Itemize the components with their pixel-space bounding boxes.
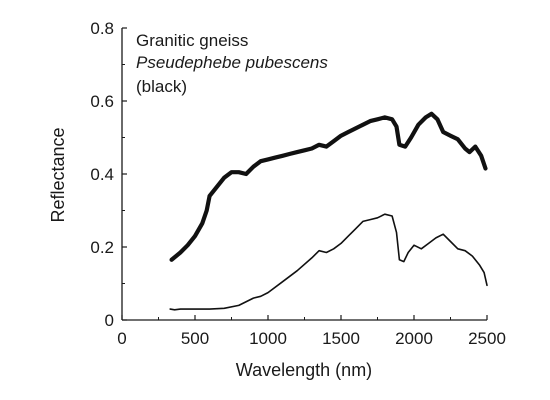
x-tick-label: 500 xyxy=(181,329,209,348)
y-ticks: 0 0.2 0.4 0.6 0.8 xyxy=(90,19,127,330)
y-tick-label: 0.4 xyxy=(90,165,114,184)
x-tick-label: 2500 xyxy=(468,329,506,348)
x-axis-label: Wavelength (nm) xyxy=(236,360,372,380)
series-lower-line xyxy=(169,213,488,311)
series-lichen-line xyxy=(169,111,488,262)
y-tick-label: 0.8 xyxy=(90,19,114,38)
x-tick-label: 1500 xyxy=(322,329,360,348)
x-tick-label: 1000 xyxy=(249,329,287,348)
annotation-rock-type: Granitic gneiss xyxy=(136,31,248,50)
annotation-color: (black) xyxy=(136,77,187,96)
y-tick-label: 0.6 xyxy=(90,92,114,111)
x-ticks: 0 500 1000 1500 2000 2500 xyxy=(117,315,506,348)
y-axis-label: Reflectance xyxy=(48,127,68,222)
annotation-species: Pseudephebe pubescens xyxy=(136,53,328,72)
x-tick-label: 0 xyxy=(117,329,126,348)
series-group xyxy=(169,111,488,311)
y-tick-label: 0 xyxy=(105,311,114,330)
y-tick-label: 0.2 xyxy=(90,238,114,257)
x-tick-label: 2000 xyxy=(395,329,433,348)
